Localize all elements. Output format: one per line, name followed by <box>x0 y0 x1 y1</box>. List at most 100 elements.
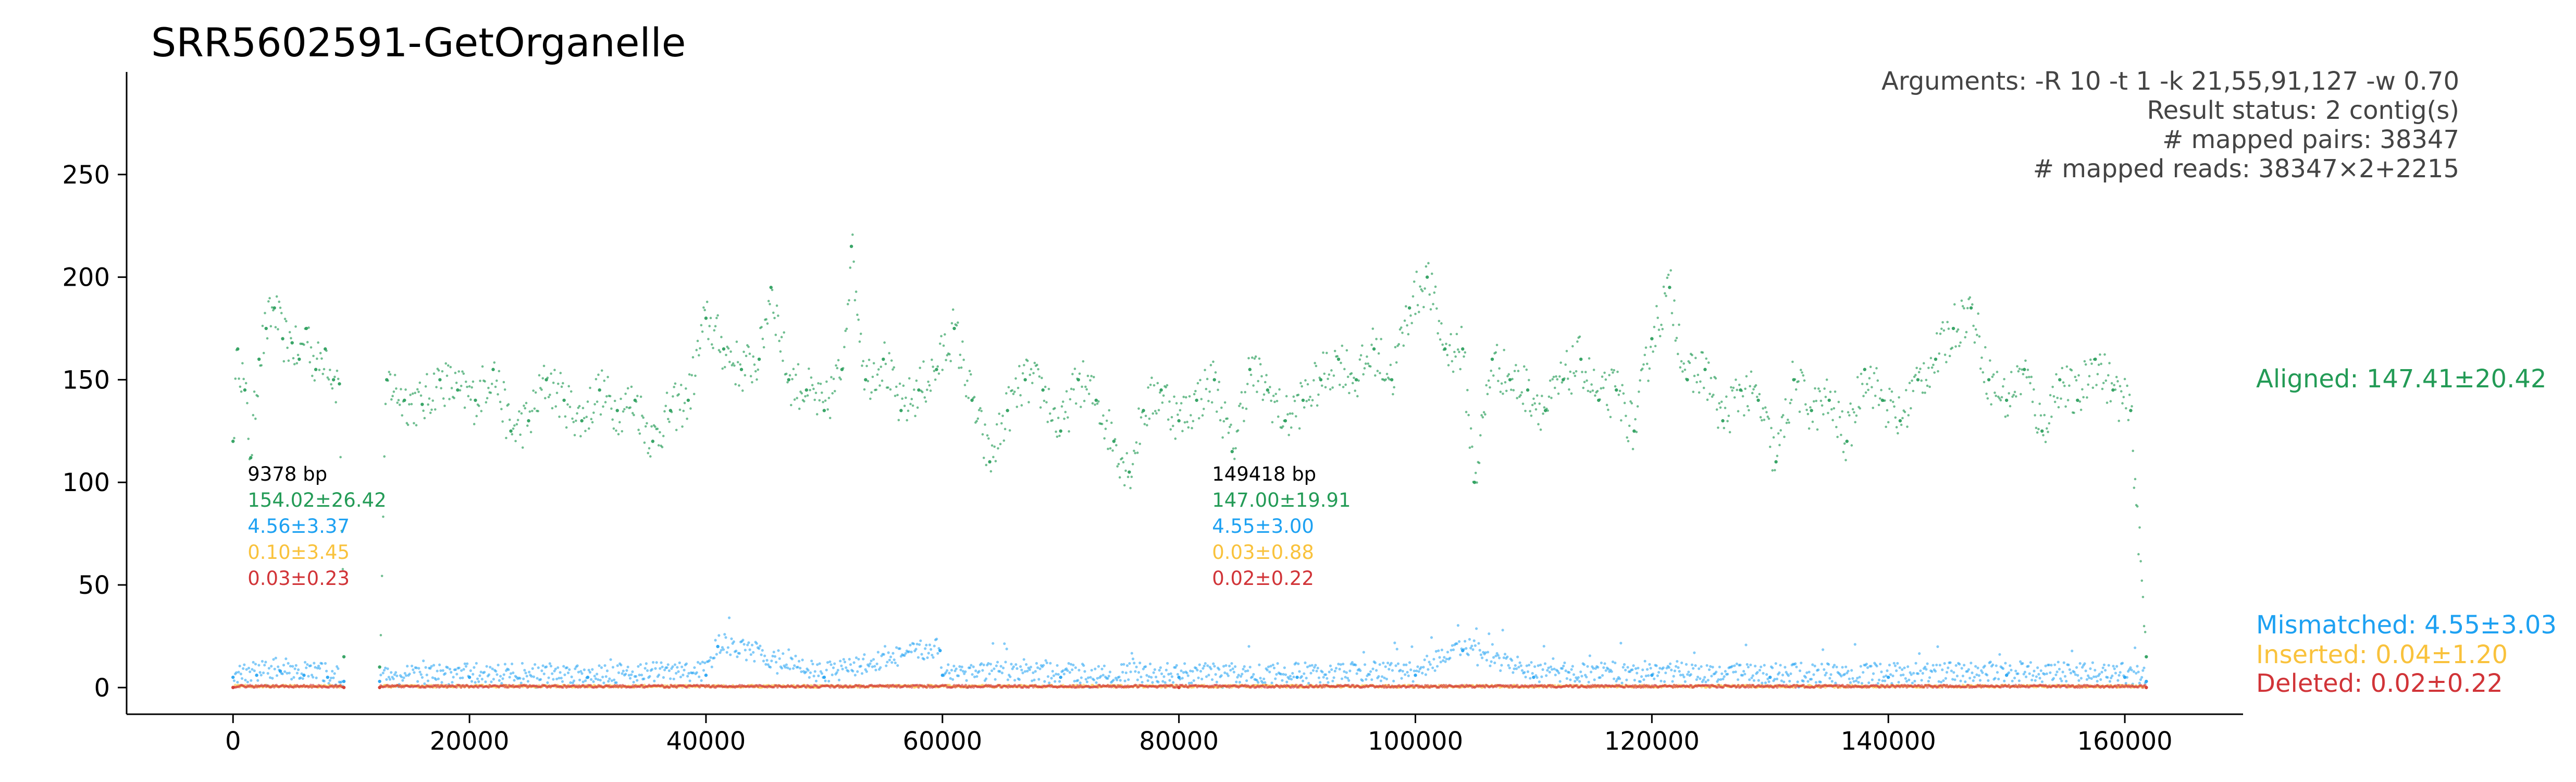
data-point <box>414 392 417 395</box>
data-point <box>1327 377 1329 381</box>
data-point <box>1992 373 1995 376</box>
data-point <box>1757 679 1760 682</box>
data-point <box>1823 387 1826 390</box>
data-point <box>1915 366 1918 370</box>
data-point <box>1976 334 1978 336</box>
data-point <box>1978 335 1981 338</box>
data-point <box>1980 356 1983 359</box>
data-point <box>1955 330 1959 333</box>
data-point <box>970 664 973 667</box>
data-point <box>1813 664 1816 668</box>
data-point <box>1735 662 1738 665</box>
data-point <box>2070 369 2073 372</box>
data-point <box>1551 668 1554 671</box>
data-point <box>2043 673 2046 676</box>
data-point <box>2020 393 2022 396</box>
data-point <box>1647 674 1650 677</box>
data-point <box>2035 675 2038 678</box>
data-point <box>1979 367 1982 370</box>
data-point <box>757 368 760 371</box>
data-point <box>1281 679 1284 682</box>
data-point <box>821 392 823 394</box>
data-point <box>665 392 668 394</box>
data-point <box>1895 669 1898 673</box>
data-point <box>635 400 638 403</box>
data-point <box>324 662 327 665</box>
data-point <box>320 357 323 360</box>
data-point <box>1403 319 1406 322</box>
data-point <box>247 666 251 670</box>
data-point <box>1903 666 1906 669</box>
data-point <box>2109 400 2112 402</box>
data-point <box>866 380 870 383</box>
data-point <box>1393 641 1396 644</box>
data-point <box>946 669 949 672</box>
data-point <box>1331 679 1334 682</box>
data-point <box>901 397 903 400</box>
data-point <box>1170 416 1173 419</box>
data-point <box>626 665 629 668</box>
data-point <box>2078 400 2082 403</box>
data-point <box>1063 417 1066 420</box>
data-point <box>694 374 697 377</box>
data-point <box>1008 429 1011 432</box>
data-point <box>289 665 292 668</box>
data-point <box>2090 362 2093 365</box>
data-point <box>1199 378 1202 382</box>
data-point <box>909 402 912 406</box>
data-point <box>998 412 1001 415</box>
data-point <box>526 680 530 683</box>
data-point <box>679 384 683 386</box>
data-point <box>1939 680 1943 683</box>
data-point <box>1069 398 1072 401</box>
data-point <box>413 671 416 674</box>
data-point <box>1829 673 1832 676</box>
data-point <box>1802 374 1805 377</box>
data-point <box>1874 395 1877 397</box>
data-point <box>1409 668 1413 671</box>
data-point <box>1650 337 1654 340</box>
data-point <box>720 649 723 652</box>
data-point <box>942 344 945 347</box>
data-point <box>2121 402 2124 405</box>
data-point <box>2033 388 2035 391</box>
data-point <box>685 662 688 665</box>
data-point <box>980 410 983 412</box>
data-point <box>1973 676 1976 679</box>
data-point <box>1510 388 1513 391</box>
data-point <box>1207 674 1210 677</box>
data-point <box>1087 393 1091 395</box>
data-point <box>1678 670 1681 673</box>
data-point <box>1841 666 1844 669</box>
data-point <box>1134 670 1137 673</box>
data-point <box>1308 664 1311 667</box>
data-point <box>562 665 565 668</box>
data-point <box>721 367 724 370</box>
data-point <box>1522 365 1526 368</box>
data-point <box>415 424 418 426</box>
data-point <box>2089 667 2092 670</box>
data-point <box>1514 664 1517 667</box>
data-point <box>1836 435 1839 438</box>
data-point <box>1358 358 1361 361</box>
data-point <box>236 347 240 351</box>
data-point <box>1810 678 1813 681</box>
data-point <box>441 370 444 373</box>
data-point <box>1147 386 1149 389</box>
data-point <box>1423 287 1426 290</box>
data-point <box>961 670 965 673</box>
data-point <box>1907 414 1910 417</box>
data-point <box>1340 677 1344 680</box>
data-point <box>1456 624 1460 627</box>
data-point <box>914 414 917 418</box>
data-point <box>1557 392 1560 395</box>
data-point <box>1458 350 1460 353</box>
data-point <box>237 670 240 674</box>
data-point <box>1731 389 1733 392</box>
data-point <box>933 370 936 372</box>
data-point <box>1638 390 1640 393</box>
data-point <box>1083 670 1086 673</box>
data-point <box>1719 406 1722 409</box>
data-point <box>1531 404 1534 407</box>
data-point <box>668 420 671 423</box>
